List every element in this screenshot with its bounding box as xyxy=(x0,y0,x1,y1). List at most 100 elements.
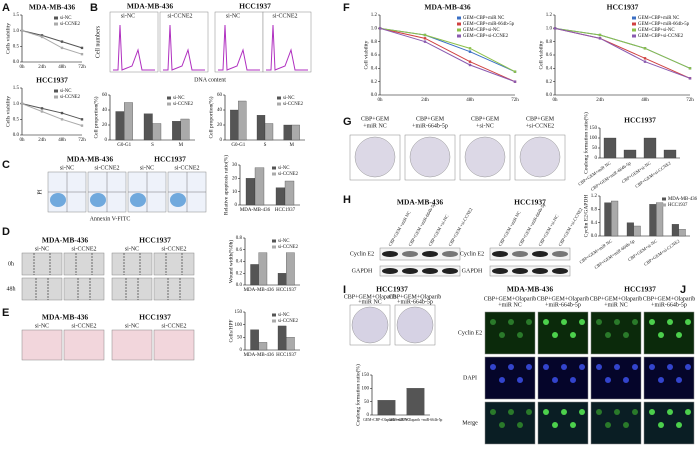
cell xyxy=(526,319,532,325)
y-axis-label: Coulong formation ratio(%) xyxy=(582,112,589,174)
image-label: 0h xyxy=(8,261,14,267)
cell xyxy=(614,409,620,415)
legend-label: GEM+CBP+miR NC xyxy=(463,16,504,21)
bar xyxy=(286,337,295,351)
y-tick-label: 0.5 xyxy=(13,117,20,122)
bar xyxy=(256,115,266,141)
legend-label: si-CCNE2 xyxy=(278,245,299,250)
cell xyxy=(676,377,682,383)
image-panel xyxy=(379,265,461,277)
x-tick-label: MDA-MB-436 xyxy=(244,288,275,293)
y-tick-label: 40 xyxy=(217,108,223,113)
legend-label: si-CCNE2 xyxy=(60,22,81,27)
line xyxy=(21,103,83,120)
image-panel xyxy=(537,311,589,355)
chart-title: HCC1937 xyxy=(36,76,68,85)
x-tick-label: CBP+GEM+miR-664b-5p xyxy=(593,238,636,270)
plate xyxy=(351,306,389,344)
image-label: +miR-664b-5p xyxy=(545,302,581,308)
cell xyxy=(517,422,523,428)
legend-label: MDA-MB-436 xyxy=(668,197,698,202)
x-tick-label: 0h xyxy=(378,98,384,103)
bar xyxy=(264,123,274,141)
y-tick-label: 0 xyxy=(595,156,598,161)
y-axis-label: Cell proportion(%) xyxy=(92,96,99,138)
bar xyxy=(250,329,259,351)
image-label: +si-CCNE2 xyxy=(526,123,554,129)
x-tick-label: 48h xyxy=(466,98,474,103)
marker xyxy=(40,110,44,113)
legend-label: GEM+CBP+miR-664b-5p xyxy=(638,22,690,27)
legend-swatch xyxy=(54,22,58,26)
line xyxy=(379,27,516,73)
y-tick-label: 0 xyxy=(220,138,223,143)
cell xyxy=(685,319,691,325)
panel-letter: I xyxy=(343,284,346,296)
bar xyxy=(678,229,686,237)
cell xyxy=(596,319,602,325)
x-tick-label: 0h xyxy=(20,65,26,70)
x-tick-label: GEM+CBP+Olaparib +miR NC xyxy=(363,418,410,422)
y-tick-label: 60 xyxy=(102,93,108,98)
panel-letter: F xyxy=(343,2,350,14)
legend-label: si-CCNE2 xyxy=(60,95,81,100)
legend-swatch xyxy=(167,102,171,106)
image-panel xyxy=(484,401,536,445)
marker xyxy=(598,37,602,40)
y-tick-label: 100 xyxy=(235,323,243,328)
x-tick-label: S xyxy=(264,143,267,148)
image-label: HCC1937 xyxy=(376,285,408,294)
panel-letter: G xyxy=(343,116,352,128)
cell xyxy=(499,377,505,383)
cell xyxy=(561,364,567,370)
bar xyxy=(180,118,190,141)
band xyxy=(402,251,418,257)
image-label: CBP+GEM+Olaparib xyxy=(590,296,642,302)
legend-label: si-CCNE2 xyxy=(283,102,304,107)
cell xyxy=(685,409,691,415)
y-tick-label: 1.0 xyxy=(13,29,20,34)
chart-title: HCC1937 xyxy=(607,3,639,12)
bar xyxy=(245,178,256,206)
bar xyxy=(115,111,125,141)
cell xyxy=(632,319,638,325)
bar xyxy=(604,202,612,237)
cell xyxy=(667,364,673,370)
cell xyxy=(499,332,505,338)
image-label: MDA-MB-436 xyxy=(507,285,553,294)
plate xyxy=(409,136,451,178)
legend-swatch xyxy=(457,34,461,38)
image-label: si-NC xyxy=(35,246,49,252)
cell xyxy=(623,332,629,338)
y-tick-label: 0.4 xyxy=(236,260,243,265)
image-label: CBP+GEM +si-CCNE2 xyxy=(557,207,583,247)
marker xyxy=(598,33,602,37)
band xyxy=(532,268,548,274)
cell xyxy=(561,409,567,415)
marker xyxy=(80,118,84,121)
image-panel xyxy=(153,329,195,361)
image-label: si-CCNE2 xyxy=(272,13,297,19)
marker xyxy=(553,27,557,30)
image-panel xyxy=(643,311,695,355)
marker xyxy=(378,27,382,30)
y-tick-label: 0.0 xyxy=(13,133,20,138)
y-tick-label: 20 xyxy=(232,176,238,181)
cell xyxy=(552,377,558,383)
x-tick-label: 72h xyxy=(686,98,694,103)
image-label: CBP+GEM +miR NC xyxy=(497,210,521,247)
cell xyxy=(605,422,611,428)
image-label: si-NC xyxy=(60,165,74,171)
chart-title: MDA-MB-436 xyxy=(29,3,75,12)
bar xyxy=(656,202,664,237)
y-axis-label: Cell viability xyxy=(538,40,544,69)
cell xyxy=(570,332,576,338)
y-tick-label: 0 xyxy=(105,138,108,143)
image-label: 48h xyxy=(7,286,16,292)
y-tick-label: 1.2 xyxy=(546,13,553,18)
y-axis-label: Cells viability xyxy=(5,23,11,54)
legend-swatch xyxy=(662,197,666,201)
band xyxy=(382,268,398,274)
